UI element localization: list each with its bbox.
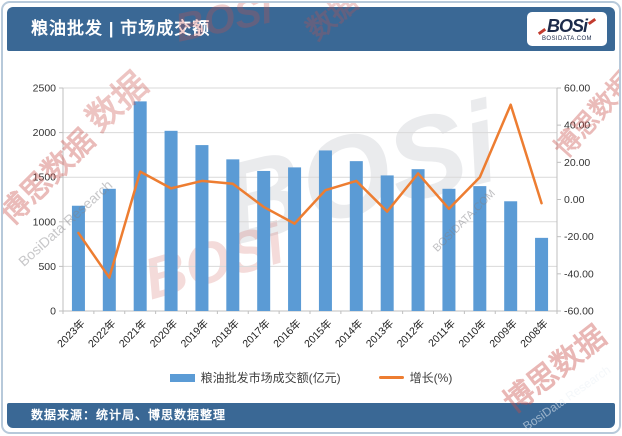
bar-2017年 (257, 170, 271, 311)
right-axis-label: -20.00 (564, 231, 594, 243)
bar-2019年 (195, 145, 209, 311)
right-axis-label: -40.00 (564, 268, 594, 280)
x-axis-label-2014年: 2014年 (332, 317, 365, 350)
x-axis-label-2022年: 2022年 (85, 317, 118, 350)
left-axis-label: 2000 (33, 127, 57, 139)
x-axis-label-2020年: 2020年 (147, 317, 180, 350)
left-axis-label: 0 (50, 306, 56, 318)
x-axis-label-2012年: 2012年 (394, 317, 427, 350)
bar-2010年 (473, 186, 487, 311)
logo-text: BOSi (546, 15, 588, 36)
bar-2009年 (504, 201, 518, 311)
bar-2022年 (102, 188, 116, 311)
right-axis-label: 20.00 (564, 157, 590, 169)
x-axis-label-2015年: 2015年 (301, 317, 334, 350)
x-axis-label-2016年: 2016年 (271, 317, 304, 350)
bar-2021年 (133, 101, 147, 311)
logo-stripe-icon (587, 17, 597, 25)
footer-bar: 数据来源：统计局、博思数据整理 (7, 403, 615, 428)
left-axis-label: 1000 (33, 216, 57, 228)
bar-2008年 (535, 237, 549, 311)
x-axis-label-2017年: 2017年 (240, 317, 273, 350)
bar-2018年 (226, 159, 240, 311)
legend: 粮油批发市场成交额(亿元) 增长(%) (3, 369, 619, 386)
logo-row: BOSi (537, 15, 597, 36)
bar-2023年 (71, 205, 85, 311)
right-axis-label: -60.00 (564, 306, 594, 318)
x-axis-label-2010年: 2010年 (456, 317, 489, 350)
x-axis-label-2011年: 2011年 (425, 317, 458, 350)
bosi-logo: BOSi BOSIDATA.COM (527, 12, 607, 46)
right-axis-label: 40.00 (564, 120, 590, 132)
left-axis-label: 500 (38, 261, 56, 273)
right-axis-label: 60.00 (564, 83, 590, 95)
right-axis-label: 0.00 (564, 194, 585, 206)
bar-2012年 (411, 169, 425, 311)
legend-line-swatch (378, 376, 404, 379)
legend-bar-label: 粮油批发市场成交额(亿元) (200, 371, 341, 385)
logo-stripe-icon (537, 27, 547, 35)
logo-domain: BOSIDATA.COM (542, 35, 592, 42)
legend-item-bar: 粮油批发市场成交额(亿元) (169, 369, 341, 386)
legend-line-label: 增长(%) (409, 371, 453, 385)
x-axis-label-2019年: 2019年 (178, 317, 211, 350)
left-axis-label: 1500 (33, 172, 57, 184)
growth-line (77, 103, 543, 279)
x-axis-label-2021年: 2021年 (116, 317, 149, 350)
bar-2014年 (349, 161, 363, 311)
legend-item-line: 增长(%) (378, 369, 453, 386)
x-axis-label-2013年: 2013年 (363, 317, 396, 350)
bar-2015年 (318, 150, 332, 311)
page-title: 粮油批发 | 市场成交额 (31, 19, 211, 38)
data-source: 数据来源：统计局、博思数据整理 (31, 408, 227, 422)
bar-2011年 (442, 188, 456, 311)
header-bar: 粮油批发 | 市场成交额 BOSi BOSIDATA.COM (7, 7, 615, 51)
bar-2016年 (288, 167, 302, 311)
x-axis-label-2009年: 2009年 (487, 317, 520, 350)
chart-canvas: 0 500 1000 1500 2000 2500 -60.00 -40.00 -20.00 0.… (33, 83, 594, 351)
x-axis-label-2023年: 2023年 (54, 317, 87, 350)
x-axis-label-2018年: 2018年 (209, 317, 242, 350)
left-axis-label: 2500 (33, 83, 57, 95)
bar-2013年 (380, 175, 394, 311)
bar-2020年 (164, 130, 178, 311)
x-axis-label-2008年: 2008年 (518, 317, 551, 350)
legend-bar-swatch (169, 373, 195, 382)
